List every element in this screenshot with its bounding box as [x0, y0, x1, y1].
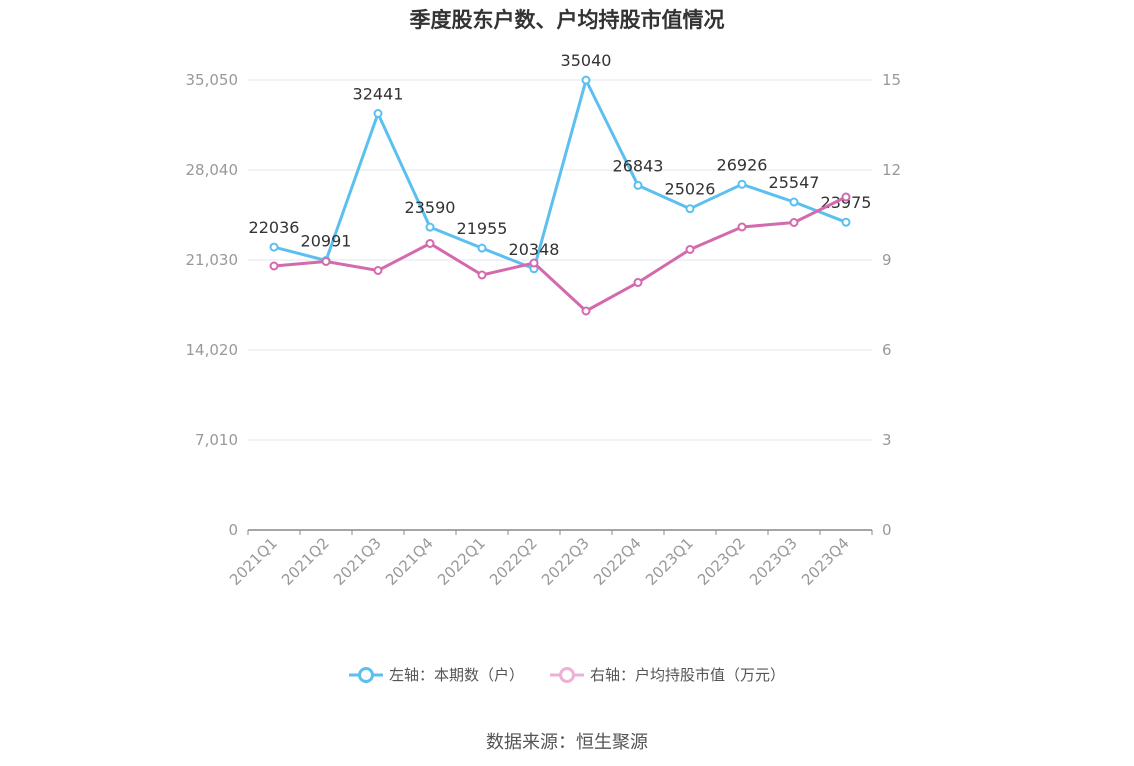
data-point-1	[269, 261, 279, 271]
data-point-1	[373, 266, 383, 275]
data-point-1	[321, 257, 331, 266]
data-point-0	[633, 180, 643, 190]
data-label: 35040	[561, 51, 612, 70]
y-right-tick-label: 6	[882, 341, 892, 359]
y-right-tick-label: 9	[882, 251, 892, 269]
y-left-tick-label: 7,010	[195, 431, 238, 449]
source-note: 数据来源：恒生聚源	[486, 732, 648, 753]
data-label: 20991	[301, 232, 352, 251]
x-tick-label: 2021Q4	[382, 534, 437, 589]
legend-swatch-households	[348, 666, 383, 683]
data-label: 22036	[249, 218, 300, 237]
data-label: 20348	[509, 240, 560, 259]
x-tick-label: 2023Q3	[746, 534, 801, 589]
legend-label-households: 左轴：本期数（户）	[388, 666, 524, 684]
legend-item-avg-value[interactable]: 右轴：户均持股市值（万元）	[550, 664, 785, 685]
data-label: 25547	[769, 173, 820, 192]
y-right-tick-label: 12	[882, 161, 901, 179]
x-tick-label: 2021Q3	[330, 534, 385, 589]
series-line-0	[273, 78, 847, 271]
y-left-tick-label: 21,030	[186, 251, 239, 269]
y-right-tick-label: 3	[882, 431, 892, 449]
data-label: 25026	[665, 180, 716, 199]
data-point-1	[737, 222, 747, 232]
x-tick-label: 2022Q1	[434, 534, 489, 589]
data-point-1	[425, 239, 435, 248]
x-tick-label: 2021Q2	[278, 534, 333, 589]
x-tick-label: 2023Q1	[642, 534, 697, 589]
chart-title: 季度股东户数、户均持股市值情况	[409, 8, 725, 32]
data-point-1	[789, 218, 799, 227]
y-left-tick-label: 0	[228, 521, 238, 539]
data-point-0	[841, 217, 851, 227]
data-point-0	[685, 204, 695, 214]
data-label: 32441	[353, 84, 404, 103]
data-label: 23590	[405, 198, 456, 217]
y-left-tick-label: 35,050	[186, 71, 239, 89]
data-point-0	[373, 108, 383, 118]
data-point-1	[529, 258, 539, 268]
x-tick-label: 2022Q4	[590, 534, 645, 589]
x-tick-label: 2022Q2	[486, 534, 541, 589]
x-tick-label: 2022Q3	[538, 534, 593, 589]
legend-label-avg-value: 右轴：户均持股市值（万元）	[590, 666, 786, 684]
x-tick-label: 2021Q1	[226, 534, 281, 589]
data-point-0	[789, 197, 799, 207]
x-tick-label: 2023Q2	[694, 534, 749, 589]
data-point-1	[633, 278, 643, 287]
legend-item-households[interactable]: 左轴：本期数（户）	[348, 664, 524, 685]
data-label: 26926	[717, 155, 768, 174]
y-left-tick-label: 14,020	[186, 341, 239, 359]
y-right-tick-label: 15	[882, 71, 901, 89]
data-point-1	[581, 306, 591, 316]
y-right-tick-label: 0	[882, 521, 892, 539]
data-point-0	[269, 242, 279, 252]
legend-swatch-avg-value	[550, 666, 584, 683]
legend: 左轴：本期数（户） 右轴：户均持股市值（万元）	[0, 664, 1134, 685]
data-point-1	[841, 192, 851, 202]
data-label: 23975	[821, 193, 872, 212]
data-point-0	[581, 75, 591, 85]
y-left-tick-label: 28,040	[186, 161, 239, 179]
data-point-1	[685, 245, 695, 254]
data-label: 26843	[613, 156, 664, 175]
data-point-0	[425, 222, 435, 232]
x-tick-label: 2023Q4	[798, 534, 853, 589]
data-point-0	[477, 243, 487, 253]
data-point-0	[737, 179, 747, 189]
data-point-1	[477, 270, 487, 280]
data-label: 21955	[457, 219, 508, 238]
series-line-1	[273, 195, 847, 313]
